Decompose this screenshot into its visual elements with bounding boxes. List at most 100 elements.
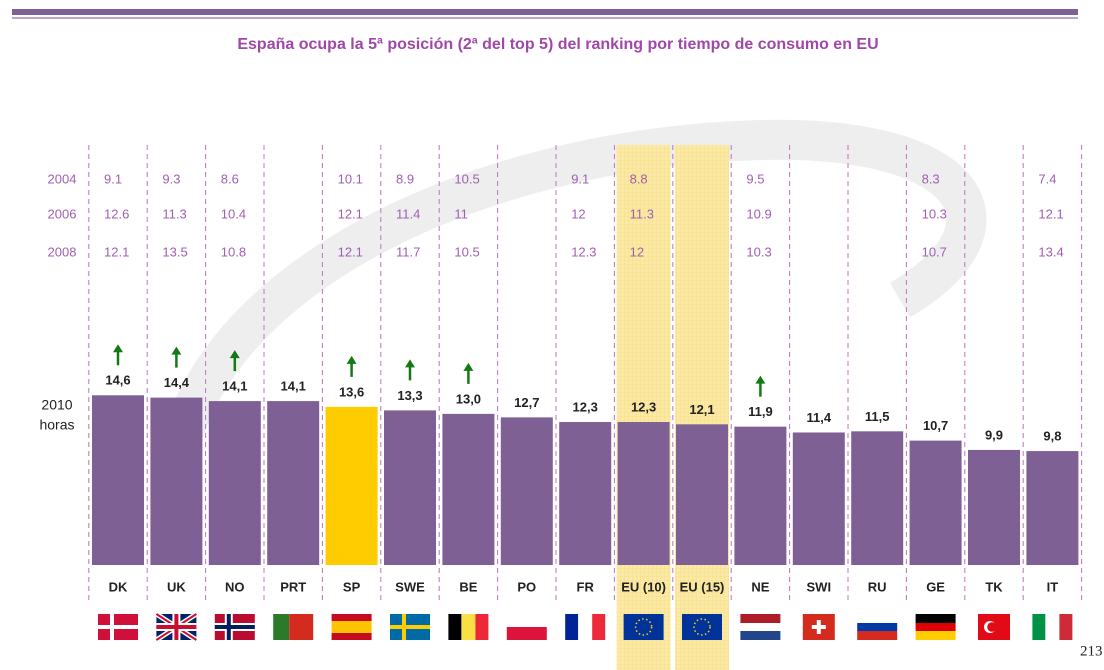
row-value: 11 bbox=[454, 206, 468, 221]
row-value: 8.8 bbox=[630, 171, 648, 186]
flag-part bbox=[623, 614, 664, 640]
row-value: 9.5 bbox=[746, 171, 764, 186]
row-value: 12 bbox=[571, 206, 585, 221]
trend-arrow-head bbox=[171, 346, 182, 355]
value-label: 11,4 bbox=[807, 410, 832, 425]
x-tick-label: FR bbox=[577, 579, 595, 594]
bar bbox=[500, 417, 553, 565]
row-value: 11.3 bbox=[630, 206, 654, 221]
flag-stripe bbox=[1032, 614, 1046, 640]
unit-label: horas bbox=[39, 417, 74, 433]
trend-arrow-head bbox=[229, 350, 240, 359]
value-label: 14,6 bbox=[105, 373, 130, 388]
row-value: 13.4 bbox=[1038, 244, 1063, 259]
flag-part bbox=[811, 620, 826, 634]
row-label: 2008 bbox=[48, 244, 77, 259]
flag-stripe bbox=[857, 623, 898, 631]
x-tick-label: NO bbox=[225, 579, 245, 594]
value-label: 12,3 bbox=[631, 399, 656, 414]
flag-stripe bbox=[98, 625, 138, 629]
row-value: 9.1 bbox=[571, 171, 589, 186]
value-label: 10,7 bbox=[923, 418, 948, 433]
flag bbox=[448, 614, 489, 640]
flag-stripe bbox=[289, 614, 314, 640]
flag-stripe bbox=[331, 633, 372, 640]
row-value: 12.1 bbox=[1038, 206, 1063, 221]
flag-stripe bbox=[1059, 614, 1073, 640]
flag bbox=[978, 614, 1010, 640]
bar bbox=[208, 401, 261, 565]
flag-stripe bbox=[915, 631, 956, 640]
bar bbox=[792, 432, 845, 565]
flag bbox=[802, 614, 835, 640]
trend-arrow-head bbox=[755, 375, 766, 384]
x-tick-label: BE bbox=[459, 579, 477, 594]
row-value: 10.4 bbox=[221, 206, 246, 221]
x-tick-label: UK bbox=[167, 579, 186, 594]
column-highlight bbox=[675, 145, 729, 670]
row-value: 12.1 bbox=[338, 244, 363, 259]
row-value: 10.7 bbox=[922, 244, 947, 259]
row-label: 2006 bbox=[48, 206, 77, 221]
flag-stripe bbox=[475, 614, 489, 640]
x-tick-label: DK bbox=[109, 579, 128, 594]
flag-stripe bbox=[98, 629, 138, 640]
x-tick-label: SWI bbox=[807, 579, 832, 594]
flag-part bbox=[693, 618, 711, 636]
flag bbox=[740, 614, 781, 640]
flag-part bbox=[390, 614, 430, 640]
row-value: 8.6 bbox=[221, 171, 239, 186]
row-value: 11.3 bbox=[162, 206, 186, 221]
value-label: 13,0 bbox=[456, 391, 481, 406]
row-value: 10.3 bbox=[922, 206, 947, 221]
trend-arrow-head bbox=[463, 362, 474, 371]
bar bbox=[851, 431, 904, 565]
x-tick-label: NE bbox=[751, 579, 769, 594]
flag bbox=[214, 614, 255, 640]
value-label: 14,1 bbox=[222, 379, 247, 394]
bar bbox=[968, 449, 1020, 565]
flag-stripe bbox=[331, 621, 372, 633]
row-value: 11.4 bbox=[396, 206, 420, 221]
flag-stripe bbox=[857, 614, 898, 623]
value-label: 12,1 bbox=[689, 402, 714, 417]
x-tick-label: EU (10) bbox=[621, 579, 666, 594]
flag-stripe bbox=[448, 614, 462, 640]
row-value: 12.1 bbox=[338, 206, 363, 221]
row-value: 12.3 bbox=[571, 244, 596, 259]
flag-part bbox=[156, 614, 197, 640]
row-value: 10.1 bbox=[338, 171, 363, 186]
x-tick-label: SP bbox=[343, 579, 361, 594]
flag bbox=[506, 614, 547, 640]
value-label: 11,9 bbox=[748, 404, 773, 419]
flag-stripe bbox=[740, 631, 781, 640]
bar bbox=[92, 395, 144, 565]
trend-arrow-head bbox=[405, 359, 415, 368]
x-tick-label: SWE bbox=[395, 579, 425, 594]
value-label: 13,3 bbox=[397, 388, 422, 403]
row-label: 2004 bbox=[48, 171, 77, 186]
flag-stripe bbox=[98, 614, 138, 625]
bar bbox=[384, 410, 436, 565]
row-value: 9.3 bbox=[162, 171, 180, 186]
bar bbox=[734, 426, 787, 565]
trend-arrow-head bbox=[346, 355, 357, 364]
row-value: 10.5 bbox=[454, 244, 479, 259]
value-label: 13,6 bbox=[339, 384, 364, 399]
row-value: 10.3 bbox=[746, 244, 771, 259]
flag-part bbox=[110, 614, 114, 640]
x-tick-label: PO bbox=[517, 579, 536, 594]
flag bbox=[857, 614, 898, 640]
x-tick-label: TK bbox=[985, 579, 1003, 594]
flag-stripe bbox=[506, 627, 547, 640]
row-value: 10.9 bbox=[746, 206, 771, 221]
bar bbox=[559, 422, 612, 565]
row-value: 12.1 bbox=[104, 244, 129, 259]
bar bbox=[909, 440, 962, 565]
flag bbox=[1032, 614, 1073, 640]
flag bbox=[915, 614, 956, 640]
flag bbox=[273, 614, 314, 640]
page-number: 213 bbox=[1080, 643, 1103, 659]
value-label: 11,5 bbox=[865, 409, 890, 424]
flag-stripe bbox=[740, 614, 781, 623]
